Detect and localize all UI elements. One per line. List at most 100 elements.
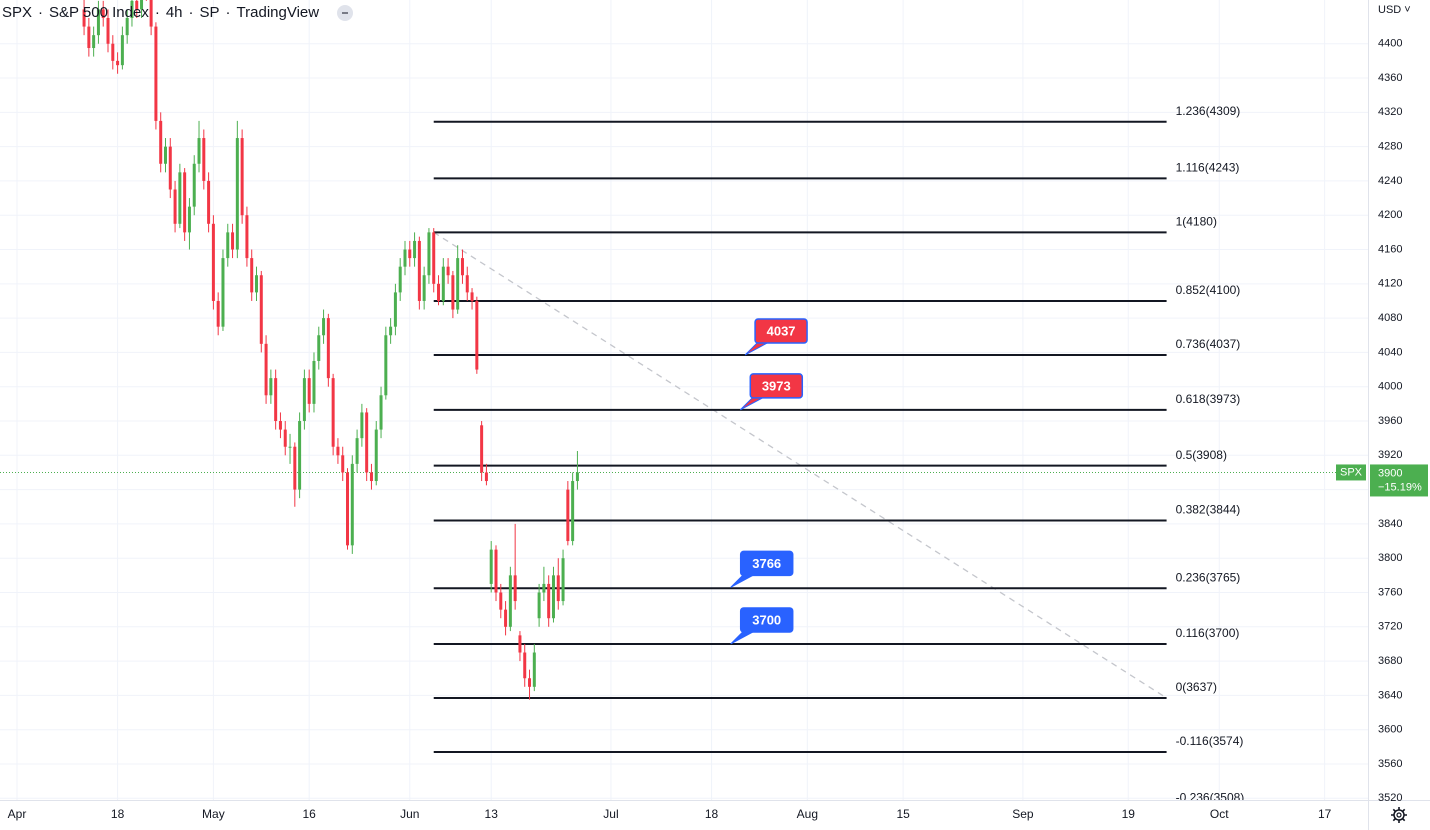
fib-label: 0.618(3973)	[1176, 392, 1241, 406]
candle-body	[508, 575, 512, 627]
candle-body	[475, 300, 479, 370]
y-tick-label: 4400	[1378, 38, 1402, 50]
candle-body	[159, 120, 163, 164]
y-tick-label: 3680	[1378, 655, 1402, 667]
candle-body	[379, 395, 383, 430]
symbol-name: S&P 500 Index	[49, 4, 149, 21]
fib-label: 0.852(4100)	[1176, 283, 1241, 297]
candle-body	[532, 652, 536, 687]
chevron: ˅	[1404, 4, 1411, 16]
callout-box	[739, 607, 794, 633]
candle-body	[417, 240, 421, 301]
candle-body	[451, 275, 455, 310]
y-tick-label: 3800	[1378, 552, 1402, 564]
y-tick-label: 4240	[1378, 175, 1402, 187]
y-tick-label: 4160	[1378, 243, 1402, 255]
candle-body	[566, 489, 570, 542]
candle-body	[264, 343, 268, 396]
y-tick-label: 4000	[1378, 381, 1402, 393]
callout-box	[754, 318, 808, 344]
collapse-button[interactable]	[337, 4, 354, 21]
candle-body	[408, 249, 412, 259]
symbol[interactable]: SPX	[2, 4, 33, 21]
candle-body	[154, 26, 158, 121]
candle-body	[389, 326, 393, 336]
x-tick-label: 17	[1318, 807, 1332, 821]
callout-label: 4037	[767, 323, 796, 338]
candle-body	[120, 35, 124, 66]
candle-body	[470, 292, 474, 301]
callout-label: 3973	[762, 378, 791, 393]
candle-body	[331, 378, 335, 447]
currency-selector[interactable]: USD ˅	[1378, 4, 1411, 16]
separator: ·	[38, 4, 44, 21]
candle-body	[336, 446, 340, 456]
y-tick-label: 3600	[1378, 724, 1402, 736]
callout-box	[749, 373, 804, 399]
x-tick-label: 18	[705, 807, 719, 821]
fib-label: -0.236(3508)	[1176, 791, 1245, 805]
x-tick-label: Sep	[1012, 807, 1034, 821]
source: TradingView	[236, 4, 320, 21]
y-tick-label: 3560	[1378, 758, 1402, 770]
candle-body	[384, 335, 388, 396]
y-tick-label: 3640	[1378, 689, 1402, 701]
x-tick-label: Oct	[1210, 807, 1229, 821]
fib-label: 0.382(3844)	[1176, 503, 1241, 517]
y-tick-label: 3720	[1378, 621, 1402, 633]
candle-body	[87, 26, 91, 49]
candle-body	[197, 138, 201, 164]
candle-body	[369, 472, 373, 482]
x-tick-label: Jun	[400, 807, 419, 821]
candle-body	[355, 438, 359, 464]
candle-body	[183, 172, 187, 233]
candle-body	[484, 472, 488, 482]
symbol-tag-label: SPX	[1340, 466, 1363, 478]
symbol-tag	[1336, 464, 1366, 481]
candle-body	[192, 163, 196, 207]
candle-body	[499, 592, 503, 610]
candle-body	[288, 446, 292, 448]
fib-label: 0.5(3908)	[1176, 448, 1227, 462]
candle-body	[547, 583, 551, 619]
candle-body	[346, 472, 350, 546]
fib-label: 1.236(4309)	[1176, 104, 1241, 118]
candle-body	[96, 9, 100, 36]
interval[interactable]: 4h	[165, 4, 183, 21]
candle-body	[259, 275, 263, 344]
y-tick-label: 3960	[1378, 415, 1402, 427]
y-tick-label: 3760	[1378, 586, 1402, 598]
candle-body	[173, 189, 177, 224]
fib-label: -0.116(3574)	[1176, 734, 1244, 748]
candle-body	[92, 35, 96, 49]
candle-body	[207, 180, 211, 224]
candle-body	[274, 378, 278, 422]
candle-body	[523, 652, 527, 679]
candle-body	[398, 266, 402, 293]
axes: 3520356036003640368037203760380038403880…	[8, 38, 1428, 821]
candle-body	[456, 258, 460, 310]
candle-body	[360, 412, 364, 439]
candle-body	[441, 266, 445, 301]
x-tick-label: Jul	[603, 807, 618, 821]
candle-body	[504, 609, 508, 627]
y-tick-label: 4320	[1378, 106, 1402, 118]
callout-box	[739, 550, 794, 577]
candle-body	[317, 335, 321, 361]
candle-body	[413, 240, 417, 259]
candle-body	[221, 258, 225, 327]
candle-body	[465, 275, 469, 293]
settings-icon[interactable]	[1391, 807, 1407, 823]
fib-label: 0.736(4037)	[1176, 337, 1241, 351]
fib-label: 0.116(3700)	[1176, 626, 1240, 640]
candle-body	[326, 318, 330, 379]
candle-body	[250, 258, 254, 293]
gear-teeth	[1391, 807, 1407, 823]
candle-body	[571, 481, 575, 542]
candle-body	[302, 378, 306, 422]
gear-hub	[1396, 812, 1402, 818]
separator: ·	[188, 4, 194, 21]
candle-body	[211, 223, 215, 301]
candle-body	[245, 215, 249, 259]
candle-body	[528, 678, 532, 687]
